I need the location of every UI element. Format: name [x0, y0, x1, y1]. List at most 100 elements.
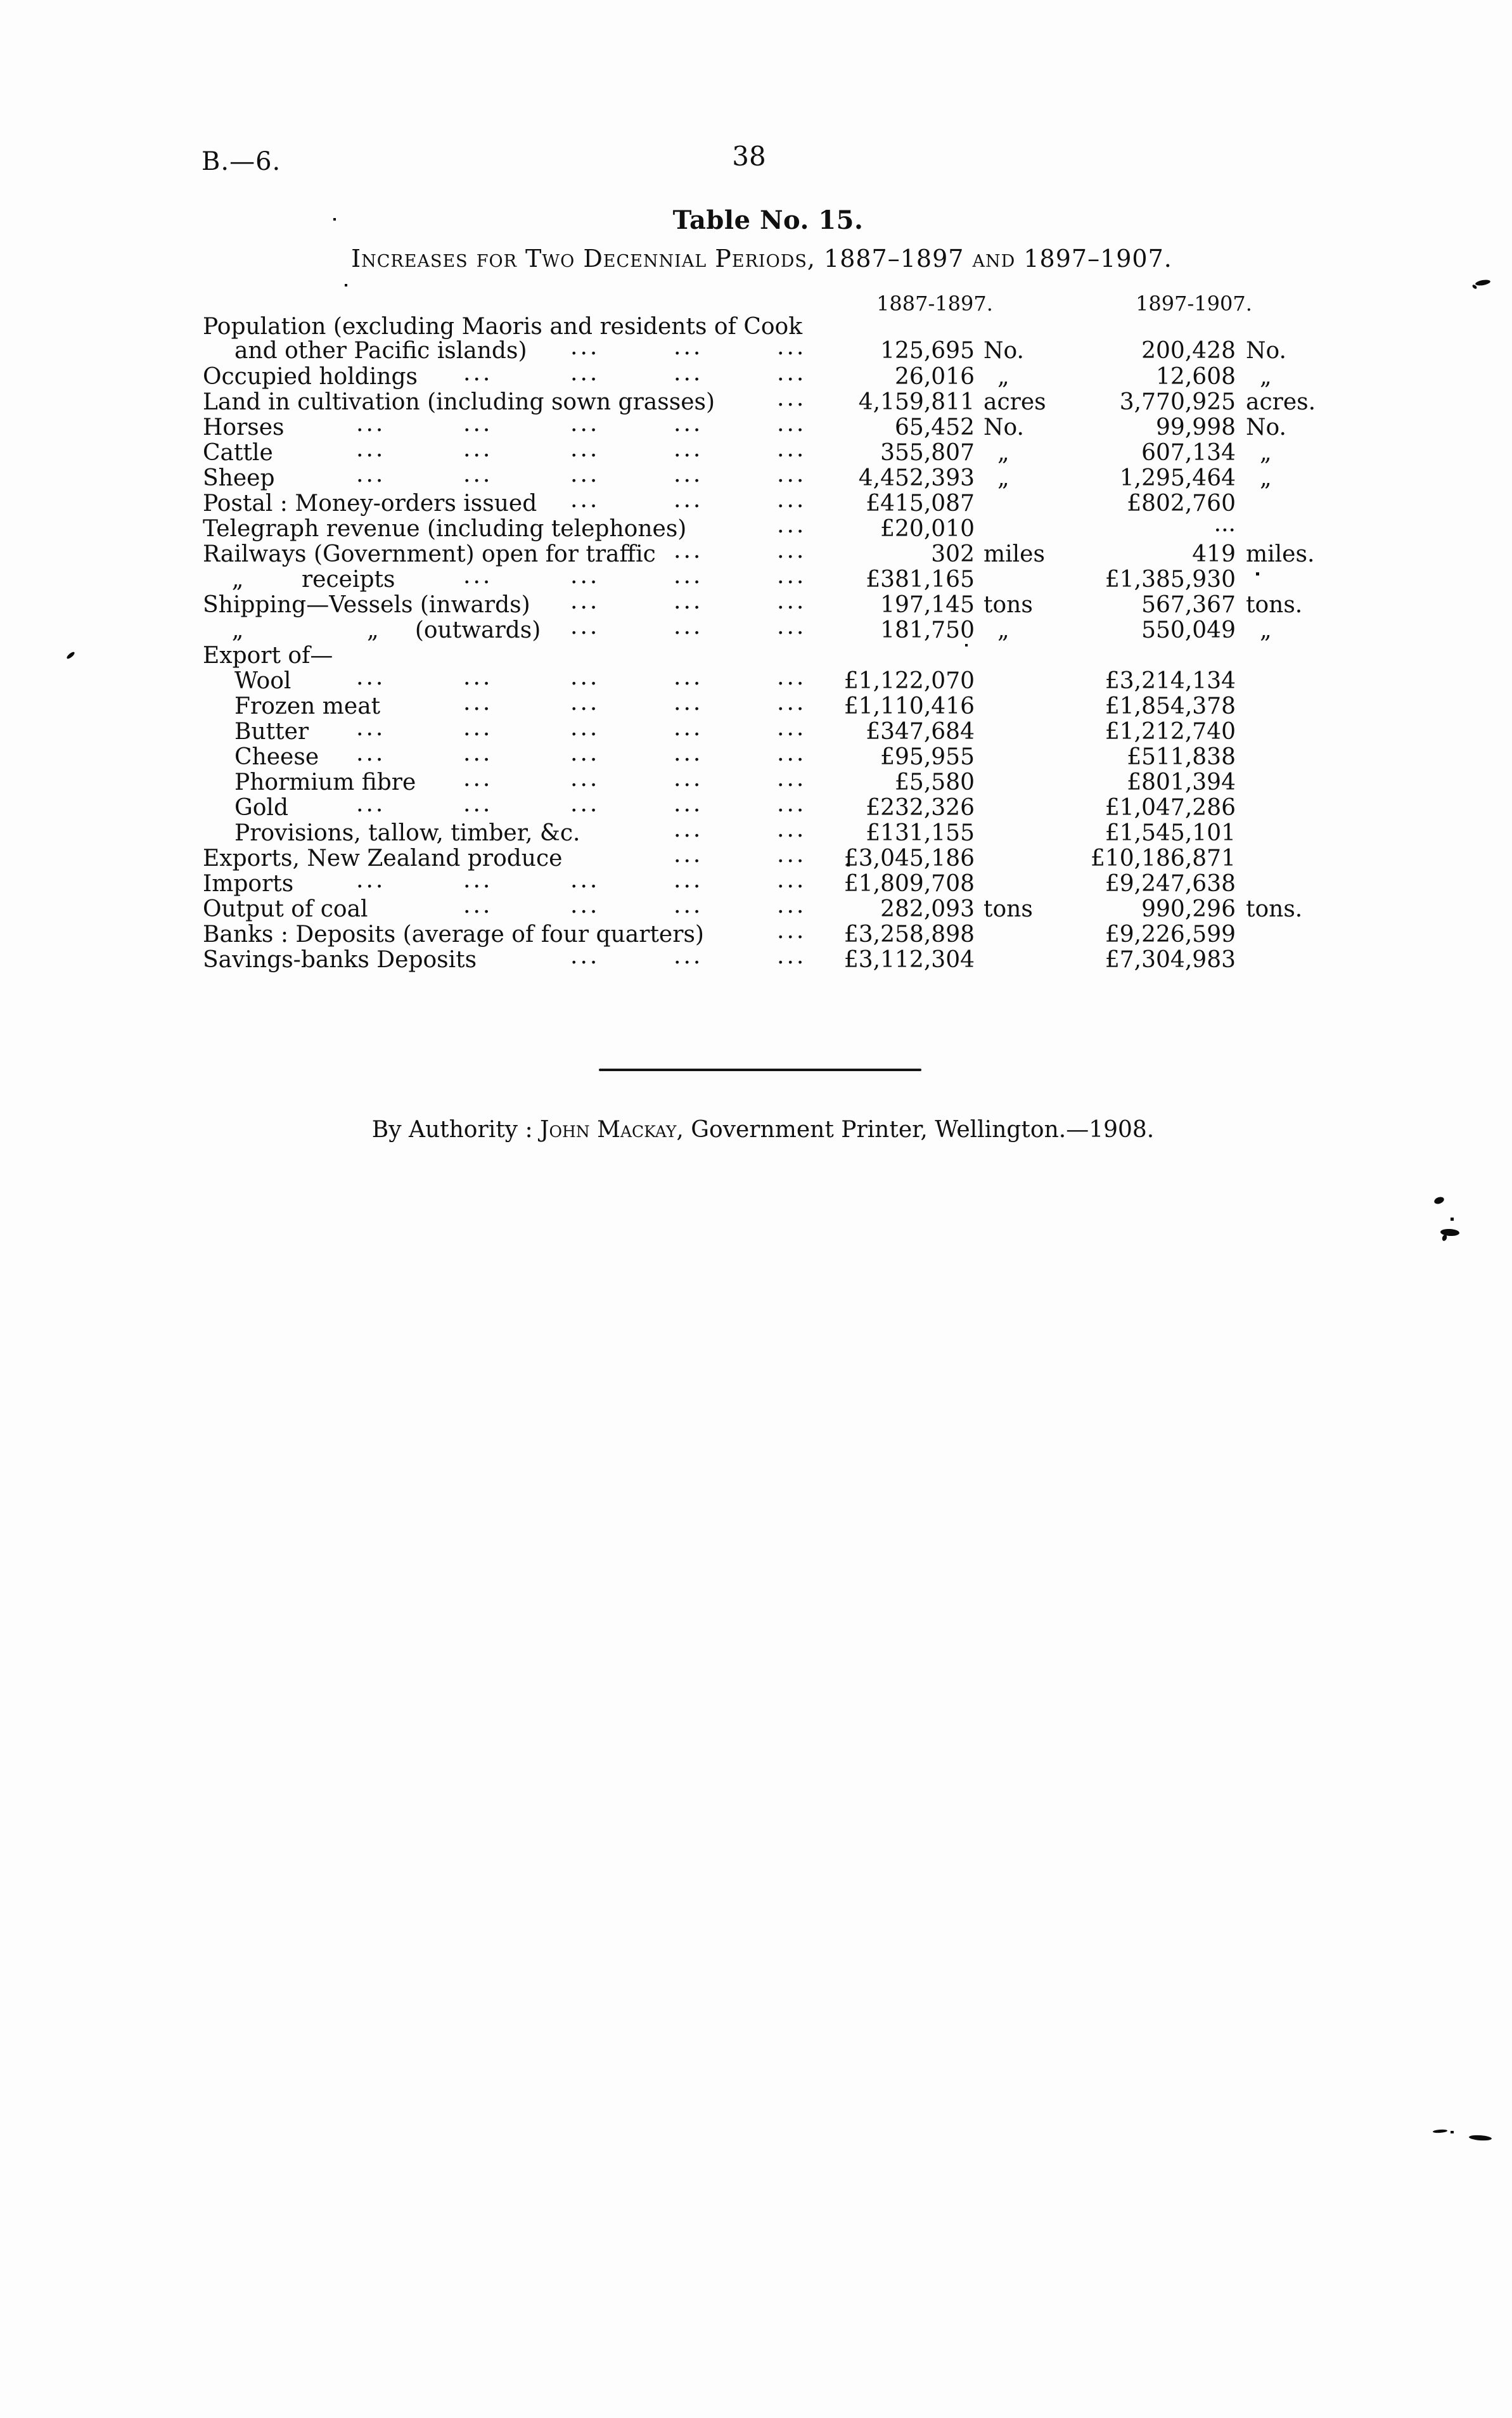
value-1887-1897: 282,093	[880, 896, 975, 922]
imprint-suffix: , Government Printer, Wellington.—1908.	[676, 1117, 1155, 1143]
imprint-line: By Authority : John Mackay, Government P…	[372, 1117, 1155, 1143]
row-label: Wool	[234, 668, 292, 694]
leader-dots: ...	[777, 740, 807, 766]
value-1897-1907: 1,295,464	[1119, 465, 1236, 491]
unit-1897-1907: tons.	[1246, 592, 1303, 618]
value-1897-1907: £9,247,638	[1105, 871, 1236, 897]
leader-dots: ...	[570, 334, 600, 360]
unit-1897-1907: No.	[1246, 338, 1286, 364]
leader-dots: ...	[674, 614, 703, 640]
unit-1897-1907: miles.	[1246, 541, 1315, 567]
leader-dots: ...	[674, 740, 703, 766]
leader-dots: ...	[674, 690, 703, 716]
table-row: Sheep............... 4,452,393 „ 1,295,464 „	[203, 461, 1512, 492]
table-row: Shipping—Vessels (inwards)......... 197,1…	[203, 588, 1512, 619]
table-row: Provisions, tallow, timber, &c....... £13…	[203, 816, 1512, 847]
ink-speck	[1475, 278, 1491, 287]
leader-dots: ...	[777, 816, 807, 842]
imprint-prefix: By Authority :	[371, 1117, 541, 1143]
leader-dots: ...	[463, 690, 493, 716]
value-1897-1907: £511,838	[1127, 744, 1236, 770]
row-label: Phormium fibre	[234, 769, 416, 795]
value-1897-1907: 607,134	[1141, 440, 1236, 466]
table-row: Export of—	[203, 643, 1512, 669]
leader-dots: ...	[570, 766, 600, 792]
leader-dots: ...	[463, 791, 493, 817]
page-number: 38	[732, 141, 766, 172]
row-label: Shipping—Vessels (inwards)	[203, 592, 530, 618]
leader-dots: ...	[356, 461, 386, 487]
leader-dots: ...	[777, 690, 807, 716]
unit-1887-1897: „	[997, 465, 1009, 491]
row-label: Land in cultivation (including sown gras…	[203, 389, 715, 415]
row-label: Banks : Deposits (average of four quarte…	[203, 922, 704, 948]
value-1887-1897: £3,258,898	[843, 922, 975, 948]
leader-dots: ...	[570, 943, 600, 969]
unit-1897-1907: No.	[1246, 415, 1286, 441]
leader-dots: ...	[777, 563, 807, 589]
value-1887-1897: £131,155	[866, 820, 975, 846]
leader-dots: ...	[674, 487, 703, 513]
table-row: Frozen meat............ £1,110,416 £1,854,…	[203, 690, 1512, 720]
value-1897-1907: ...	[1214, 511, 1236, 537]
leader-dots: ...	[777, 537, 807, 563]
row-label: Cheese	[234, 744, 319, 770]
row-label: Occupied holdings	[203, 364, 418, 390]
ink-speck	[965, 644, 968, 646]
leader-dots: ...	[674, 436, 703, 462]
leader-dots: ...	[570, 614, 600, 640]
leader-dots: ...	[356, 664, 386, 690]
leader-dots: ...	[674, 537, 703, 563]
value-1887-1897: £20,010	[880, 516, 975, 542]
row-label: Provisions, tallow, timber, &c.	[234, 820, 580, 846]
row-label: and other Pacific islands)	[234, 338, 527, 364]
leader-dots: ...	[463, 766, 493, 792]
leader-dots: ...	[356, 740, 386, 766]
leader-dots: ...	[777, 512, 807, 538]
table-row: Land in cultivation (including sown gras…	[203, 385, 1512, 416]
row-label: Gold	[234, 795, 288, 821]
table-title: Table No. 15.	[672, 205, 864, 235]
ink-speck	[345, 284, 347, 286]
value-1887-1897: 125,695	[880, 338, 975, 364]
leader-dots: ...	[570, 740, 600, 766]
unit-1897-1907: tons.	[1246, 896, 1303, 922]
unit-1887-1897: miles	[983, 541, 1045, 567]
ink-speck	[1451, 1218, 1454, 1221]
ink-speck	[1256, 572, 1259, 576]
value-1887-1897: 4,159,811	[858, 389, 975, 415]
table-row: Railways (Government) open for traffic..…	[203, 537, 1512, 568]
table-row: Population (excluding Maoris and residen…	[203, 314, 1512, 340]
leader-dots: ...	[674, 867, 703, 893]
leader-dots: ...	[463, 867, 493, 893]
value-1897-1907: £10,186,871	[1090, 846, 1236, 871]
leader-dots: ...	[674, 664, 703, 690]
leader-dots: ...	[777, 461, 807, 487]
row-label: Horses	[203, 415, 285, 441]
leader-dots: ...	[777, 943, 807, 969]
table-row: and other Pacific islands)......... 125,6…	[203, 334, 1512, 364]
row-label: Postal : Money-orders issued	[203, 491, 537, 517]
value-1887-1897: £5,580	[895, 769, 975, 795]
leader-dots: ...	[674, 816, 703, 842]
leader-dots: ...	[674, 461, 703, 487]
leader-dots: ...	[777, 411, 807, 437]
leader-dots: ...	[777, 614, 807, 640]
value-1897-1907: 12,608	[1156, 364, 1236, 390]
leader-dots: ...	[570, 867, 600, 893]
value-1887-1897: 4,452,393	[858, 465, 975, 491]
leader-dots: ...	[356, 411, 386, 437]
row-label: Exports, New Zealand produce	[203, 846, 563, 871]
leader-dots: ...	[570, 715, 600, 741]
leader-dots: ...	[777, 334, 807, 360]
value-1887-1897: £95,955	[880, 744, 975, 770]
table-row: Cattle............... 355,807 „ 607,134 „	[203, 436, 1512, 466]
leader-dots: ...	[570, 892, 600, 918]
table-row: „ „ (outwards)......... 181,750 „ 550,049 „	[203, 614, 1512, 644]
row-label: Savings-banks Deposits	[203, 947, 477, 973]
row-label: Railways (Government) open for traffic	[203, 541, 656, 567]
row-label: Export of—	[203, 643, 333, 669]
value-1897-1907: 567,367	[1141, 592, 1236, 618]
leader-dots: ...	[777, 715, 807, 741]
leader-dots: ...	[777, 892, 807, 918]
